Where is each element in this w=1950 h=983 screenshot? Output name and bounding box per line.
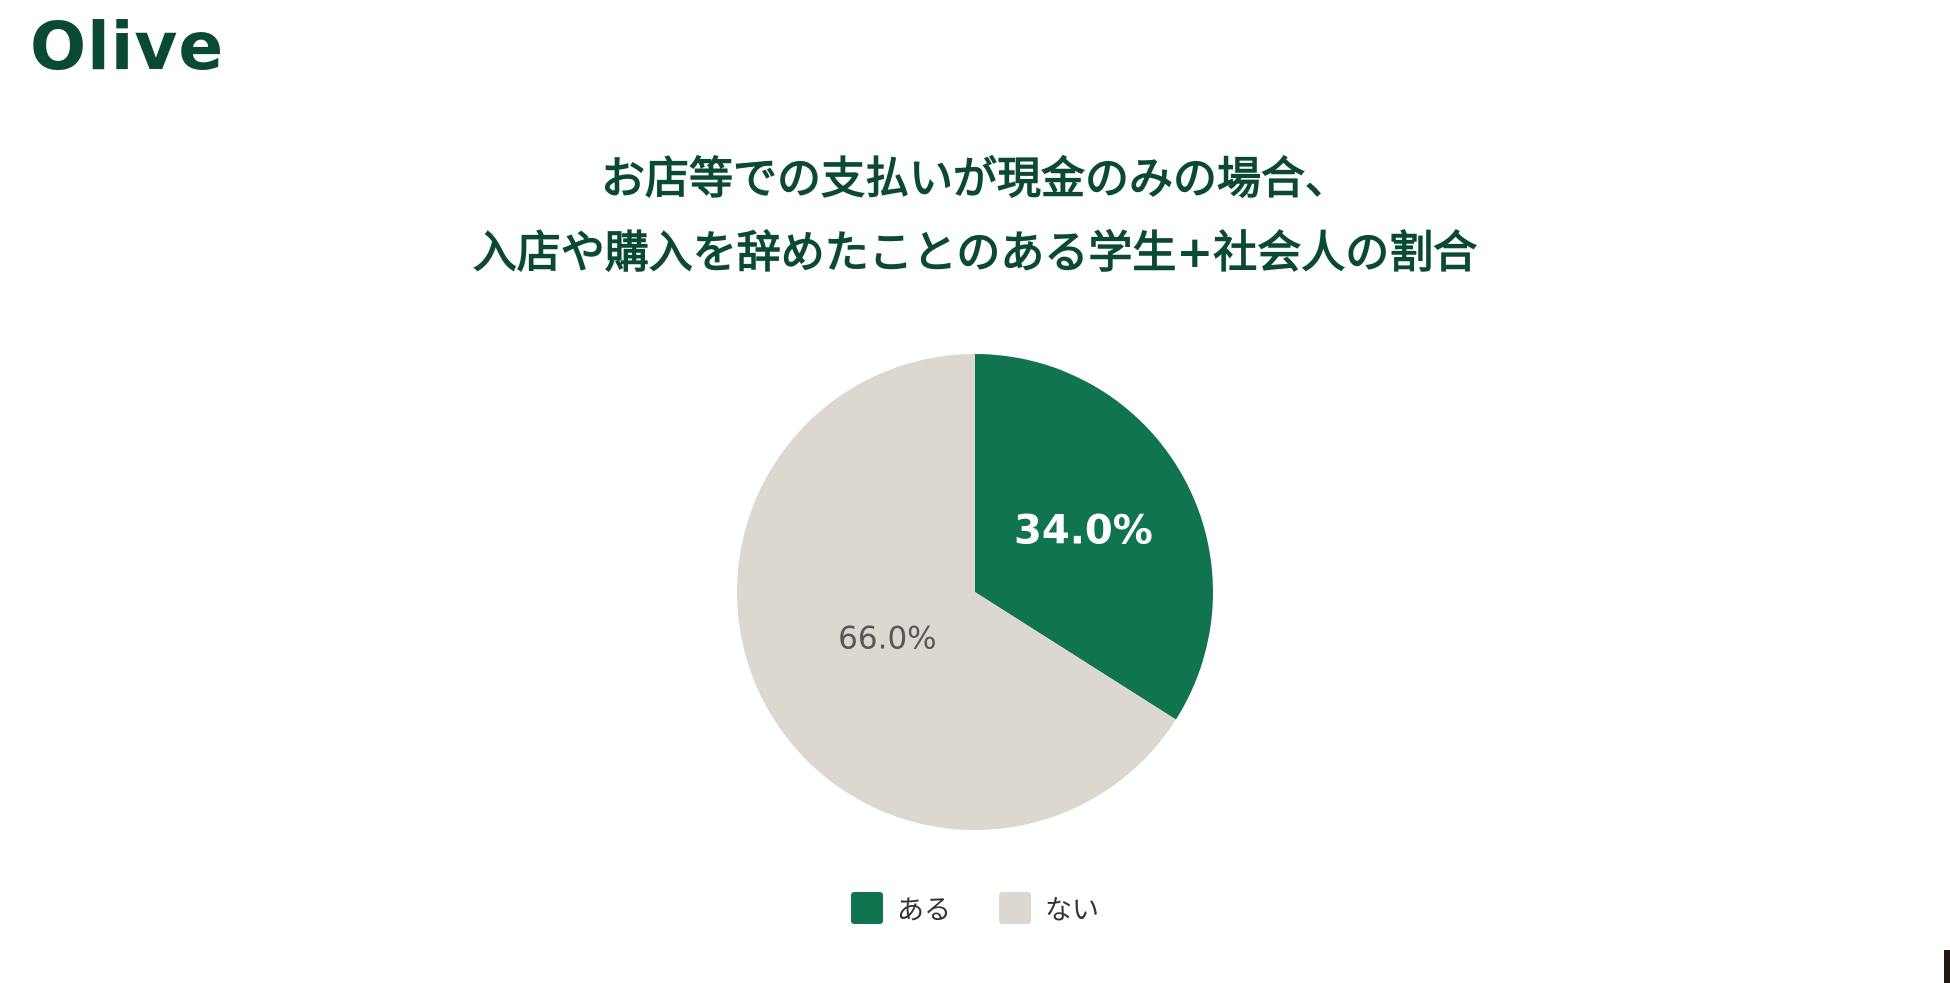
- pie-label-aru: 34.0%: [1014, 507, 1153, 553]
- legend-swatch-aru: [851, 891, 883, 924]
- legend-label-nai: ない: [1045, 895, 1099, 926]
- chart-title-line-2: 入店や購入を辞めたことのある学生+社会人の割合: [472, 227, 1478, 278]
- legend-label-aru: ある: [897, 895, 951, 926]
- legend-item-nai: ない: [999, 888, 1099, 927]
- pie-slice-aru: [975, 354, 1214, 720]
- pie-label-nai: 66.0%: [838, 621, 936, 657]
- chart-title-line-1: お店等での支払いが現金のみの場合、: [601, 153, 1349, 204]
- olive-logo: Olive: [30, 8, 225, 85]
- chart-title: お店等での支払いが現金のみの場合、 入店や購入を辞めたことのある学生+社会人の割…: [0, 142, 1950, 290]
- edge-mark: [1944, 950, 1950, 983]
- legend-swatch-nai: [999, 891, 1031, 924]
- pie-slice-nai: [737, 354, 1176, 830]
- chart-legend: ある ない: [0, 888, 1950, 927]
- legend-item-aru: ある: [851, 888, 951, 927]
